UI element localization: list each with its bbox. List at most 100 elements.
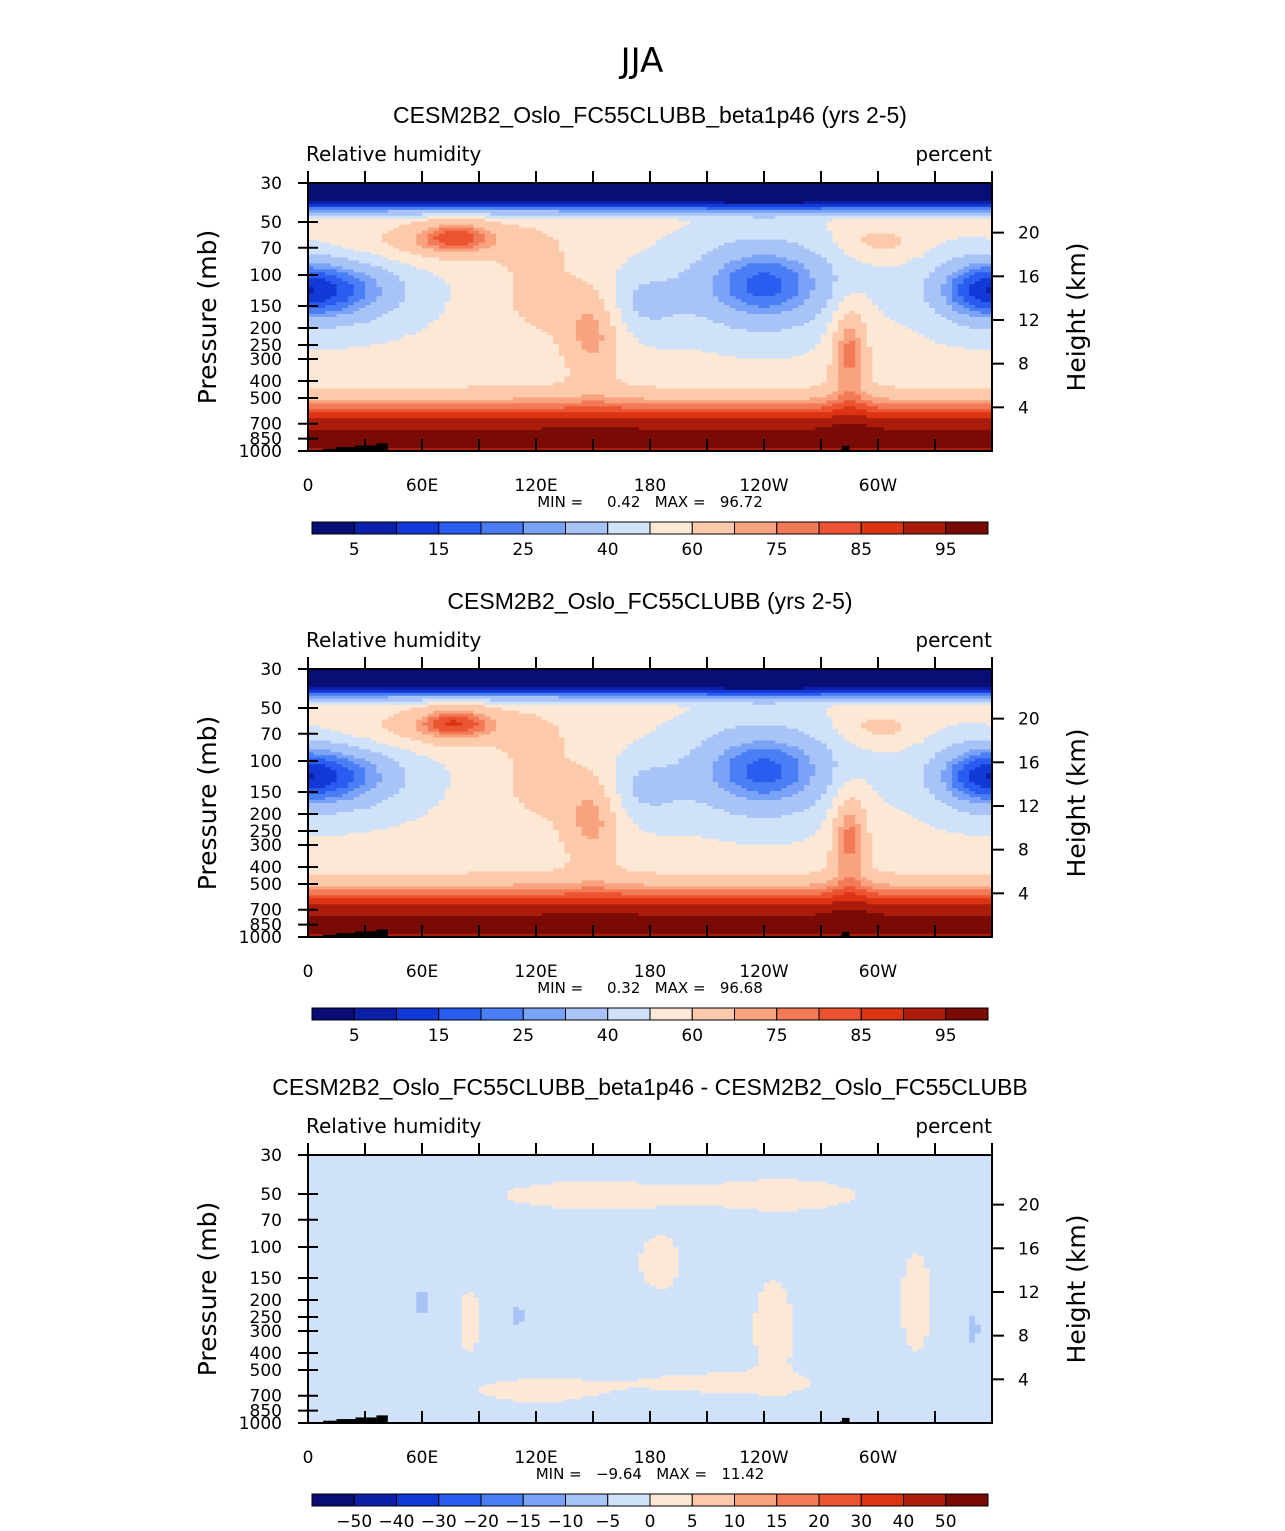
x-tick-label: 0 [303, 962, 314, 982]
field-cell [308, 1384, 486, 1388]
colorbar-swatch [311, 1007, 355, 1021]
field-cell [627, 382, 822, 387]
field-cell [866, 409, 993, 413]
field-cell [917, 817, 993, 822]
field-cell [427, 1297, 463, 1302]
field-cell [832, 284, 925, 288]
field-cell [821, 308, 839, 312]
field-cell [838, 343, 845, 348]
field-cell [872, 346, 965, 351]
field-cell [308, 752, 315, 756]
field-cell [855, 361, 862, 366]
field-cell [644, 1277, 674, 1281]
field-cell [952, 743, 993, 748]
field-cell [587, 835, 600, 840]
field-cell [575, 334, 605, 339]
x-tick-label: 0 [303, 476, 314, 496]
field-cell [513, 767, 588, 771]
field-cell [308, 1366, 754, 1370]
field-cell [678, 1256, 913, 1260]
colorbar-swatch [734, 521, 778, 535]
field-cell [718, 758, 731, 762]
field-cell [872, 299, 925, 303]
chart-panel-2: CESM2B2_Oslo_FC55CLUBB (yrs 2-5)Relative… [193, 588, 1091, 1046]
field-cell [308, 1360, 759, 1365]
field-cell [615, 370, 828, 375]
field-cell [826, 299, 845, 303]
field-cell [729, 293, 754, 297]
field-cell [615, 376, 828, 381]
field-cell [667, 1286, 765, 1290]
field-cell [712, 770, 731, 774]
field-cell [843, 355, 856, 360]
field-cell [758, 1351, 794, 1356]
field-cell [308, 1381, 497, 1385]
field-cell [832, 239, 862, 244]
field-cell [655, 239, 737, 244]
field-cell [370, 761, 400, 765]
field-cell [621, 317, 651, 321]
field-cell [416, 266, 509, 270]
y-axis-title: Pressure (mb) [193, 230, 222, 404]
field-cell [803, 245, 839, 250]
colorbar-swatch [903, 521, 947, 535]
field-cell [832, 358, 839, 363]
field-cell [479, 1339, 754, 1344]
field-cell [553, 340, 583, 345]
field-cell [758, 1348, 794, 1353]
field-cell [370, 737, 412, 742]
field-cell [342, 278, 360, 282]
field-cell [370, 343, 560, 348]
field-cell [308, 1286, 657, 1290]
field-cell [490, 245, 560, 250]
field-cell [872, 785, 925, 789]
field-cell [308, 266, 315, 270]
field-cell [855, 391, 868, 396]
field-cell [655, 242, 725, 247]
x-tick-label: 120W [739, 1448, 788, 1468]
field-cell [667, 278, 714, 282]
field-cell [444, 794, 514, 798]
field-cell [860, 805, 896, 810]
field-cell [792, 1339, 908, 1344]
field-cell [598, 290, 617, 294]
field-cell [615, 820, 634, 825]
field-cell [416, 722, 423, 727]
field-cell [570, 758, 617, 762]
field-cell [308, 1348, 469, 1353]
field-cell [809, 1378, 993, 1382]
field-cell [786, 743, 828, 748]
field-cell [308, 397, 514, 401]
field-cell [604, 334, 617, 339]
field-cell [838, 880, 862, 884]
field-cell [308, 1283, 651, 1287]
field-cell [957, 797, 982, 801]
field-cell [729, 325, 794, 330]
field-cell [860, 388, 993, 393]
field-cell [404, 776, 452, 780]
field-cell [752, 1339, 794, 1344]
field-cell [650, 281, 714, 285]
field-cell [461, 1309, 480, 1314]
field-cell [957, 755, 970, 759]
field-cell [308, 788, 338, 792]
field-cell [638, 251, 708, 256]
field-cell [564, 755, 617, 759]
field-cell [729, 287, 748, 291]
field-cell [815, 314, 833, 318]
field-cell [855, 838, 862, 843]
field-cell [507, 266, 566, 270]
field-cell [342, 764, 360, 768]
field-cell [838, 826, 851, 831]
field-cell [615, 278, 668, 282]
y2-axis-title: Height (km) [1062, 243, 1091, 392]
field-cell [900, 1318, 930, 1323]
field-cell [929, 791, 953, 795]
field-cell [832, 803, 845, 807]
field-cell [404, 767, 446, 771]
colorbar-swatch [565, 1007, 609, 1021]
field-cell [604, 299, 617, 303]
field-cell [974, 791, 993, 795]
field-cell [946, 761, 959, 765]
field-cell [558, 835, 588, 840]
